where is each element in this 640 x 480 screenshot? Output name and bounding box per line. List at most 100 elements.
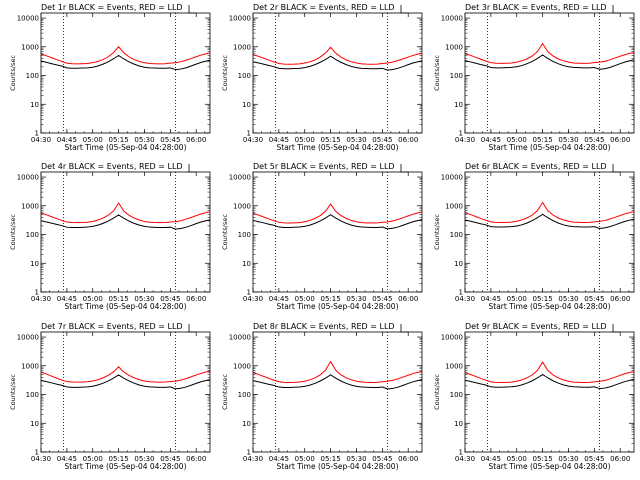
x-tick-label: 04:45 [269,136,289,144]
y-tick-label: 1000 [21,202,39,210]
x-tick-label: 05:30 [346,136,366,144]
y-tick-label: 100 [450,72,463,80]
series-line-lld [40,366,211,383]
plot-frame [40,331,211,453]
x-tick-label: 06:00 [186,136,206,144]
x-tick-label: 05:15 [321,455,341,463]
y-tick-label: 10000 [441,334,463,342]
y-tick-label: 10000 [229,15,251,23]
series-line-lld [252,203,423,224]
y-tick-label: 10 [242,420,251,428]
x-axis-label: Start Time (05-Sep-04 04:28:00) [65,143,187,152]
x-tick-label: 05:45 [160,136,180,144]
x-tick-label: 05:45 [584,455,604,463]
panel-title: Det 7r BLACK = Events, RED = LLD [41,322,183,331]
x-tick-label: 04:45 [57,136,77,144]
y-tick-label: 100 [238,72,251,80]
y-tick-label: 1000 [445,362,463,370]
x-tick-label: 05:30 [134,136,154,144]
series-line-events [252,374,423,390]
plot-frame [252,12,423,134]
x-tick-label: 05:15 [109,295,129,303]
x-tick-label: 05:30 [134,295,154,303]
corner-marker [400,5,408,14]
x-axis-label: Start Time (05-Sep-04 04:28:00) [489,143,611,152]
x-tick-label: 04:45 [57,455,77,463]
x-tick-label: 05:45 [160,295,180,303]
panel-title: Det 3r BLACK = Events, RED = LLD [465,3,607,12]
y-tick-label: 10 [30,260,39,268]
y-tick-label: 100 [450,231,463,239]
x-tick-label: 04:30 [31,455,51,463]
x-tick-label: 05:30 [558,455,578,463]
x-tick-label: 05:30 [346,295,366,303]
x-tick-label: 04:45 [269,455,289,463]
y-axis-label: Counts/sec [9,55,17,91]
panel-title: Det 6r BLACK = Events, RED = LLD [465,162,607,171]
y-axis-label: Counts/sec [433,214,441,250]
series-line-events [252,55,423,71]
x-tick-label: 05:45 [372,295,392,303]
x-tick-label: 05:15 [321,295,341,303]
y-axis-label: Counts/sec [433,374,441,410]
y-tick-label: 1000 [233,362,251,370]
corner-marker [612,5,620,14]
chart-panel-2: Det 2r BLACK = Events, RED = LLD 04:30 04:… [221,3,423,152]
chart-panel-3: Det 3r BLACK = Events, RED = LLD 04:30 04:… [433,3,635,152]
series-line-lld [252,360,423,383]
x-tick-label: 06:00 [186,295,206,303]
x-tick-label: 04:30 [455,136,475,144]
x-tick-label: 04:45 [269,295,289,303]
series-line-events [464,54,635,70]
x-tick-label: 05:30 [134,455,154,463]
chart-panel-8: Det 8r BLACK = Events, RED = LLD 04:30 04:… [221,322,423,471]
y-tick-label: 1 [247,130,251,138]
chart-panel-1: Det 1r BLACK = Events, RED = LLD 04:30 04:… [9,3,211,152]
x-tick-label: 04:30 [243,455,263,463]
x-tick-label: 04:45 [481,295,501,303]
x-tick-label: 04:30 [31,136,51,144]
x-tick-label: 05:00 [507,295,527,303]
y-tick-label: 1000 [21,362,39,370]
chart-panel-7: Det 7r BLACK = Events, RED = LLD 04:30 04:… [9,322,211,471]
y-tick-label: 1000 [233,43,251,51]
series-line-events [252,214,423,230]
y-axis-label: Counts/sec [221,214,229,250]
panel-title: Det 1r BLACK = Events, RED = LLD [41,3,183,12]
corner-marker [612,164,620,173]
plot-frame [464,12,635,134]
chart-panel-6: Det 6r BLACK = Events, RED = LLD 04:30 04:… [433,162,635,311]
plot-frame [40,171,211,293]
y-tick-label: 10000 [229,334,251,342]
x-axis-label: Start Time (05-Sep-04 04:28:00) [65,462,187,471]
x-tick-label: 04:45 [481,136,501,144]
y-tick-label: 1 [35,130,39,138]
y-tick-label: 10 [30,420,39,428]
x-axis-label: Start Time (05-Sep-04 04:28:00) [489,462,611,471]
x-tick-label: 06:00 [610,295,630,303]
x-axis-label: Start Time (05-Sep-04 04:28:00) [277,302,399,311]
x-tick-label: 05:00 [295,455,315,463]
y-tick-label: 10000 [229,174,251,182]
series-line-lld [40,202,211,224]
series-line-events [464,213,635,230]
panel-title: Det 8r BLACK = Events, RED = LLD [253,322,395,331]
x-axis-label: Start Time (05-Sep-04 04:28:00) [65,302,187,311]
x-tick-label: 05:45 [160,455,180,463]
corner-marker [400,164,408,173]
x-tick-label: 05:45 [584,295,604,303]
y-tick-label: 1000 [233,202,251,210]
y-tick-label: 1000 [445,202,463,210]
y-tick-label: 10000 [17,334,39,342]
y-tick-label: 100 [26,391,39,399]
plot-frame [40,12,211,134]
panel-title: Det 5r BLACK = Events, RED = LLD [253,162,395,171]
x-tick-label: 04:30 [243,295,263,303]
corner-marker [612,324,620,333]
series-line-lld [464,361,635,383]
y-tick-label: 10 [454,420,463,428]
chart-panel-9: Det 9r BLACK = Events, RED = LLD 04:30 04:… [433,322,635,471]
y-tick-label: 100 [450,391,463,399]
plot-frame [464,331,635,453]
plot-frame [252,171,423,293]
